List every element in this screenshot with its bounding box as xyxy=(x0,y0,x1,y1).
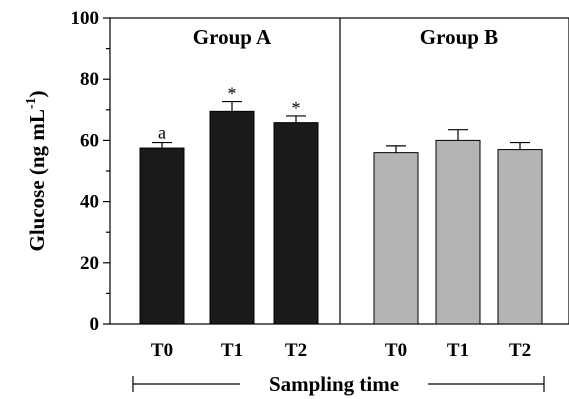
y-axis-title: Glucose (ng mL-1) xyxy=(24,90,49,251)
y-tick-label: 40 xyxy=(80,192,99,213)
y-tick-label: 60 xyxy=(80,130,99,151)
y-tick-label: 80 xyxy=(80,69,99,90)
x-tick-label: T0 xyxy=(151,340,173,361)
x-tick-label: T2 xyxy=(509,340,531,361)
x-tick-label: T1 xyxy=(221,340,243,361)
bar-group-b-t1 xyxy=(435,139,481,325)
bar-group-a-t0 xyxy=(139,147,185,325)
bar-group-a-t2 xyxy=(273,122,319,325)
significance-label: * xyxy=(292,98,301,118)
x-tick-label: T1 xyxy=(447,340,469,361)
significance-label: * xyxy=(228,84,237,104)
bar-group-a-t1 xyxy=(209,110,255,325)
group-b-title: Group B xyxy=(420,25,498,49)
y-tick-label: 0 xyxy=(90,314,100,335)
y-tick-label: 100 xyxy=(71,8,100,29)
group-a-title: Group A xyxy=(193,25,272,49)
bars: a * * xyxy=(139,84,543,325)
x-tick-label: T2 xyxy=(285,340,307,361)
bar-group-b-t0 xyxy=(373,152,419,325)
y-axis-title-main: Glucose (ng mL xyxy=(25,109,49,251)
significance-label: a xyxy=(158,123,166,143)
y-axis: 0 20 40 60 80 100 xyxy=(71,8,110,335)
x-axis-title: Sampling time xyxy=(269,372,399,396)
bar-group-b-t2 xyxy=(497,149,543,325)
y-axis-title-close: ) xyxy=(25,90,49,97)
y-axis-title-superscript: -1 xyxy=(24,97,39,109)
x-axis-labels: T0 T1 T2 T0 T1 T2 xyxy=(151,340,531,361)
x-tick-label: T0 xyxy=(385,340,407,361)
y-tick-label: 20 xyxy=(80,253,99,274)
